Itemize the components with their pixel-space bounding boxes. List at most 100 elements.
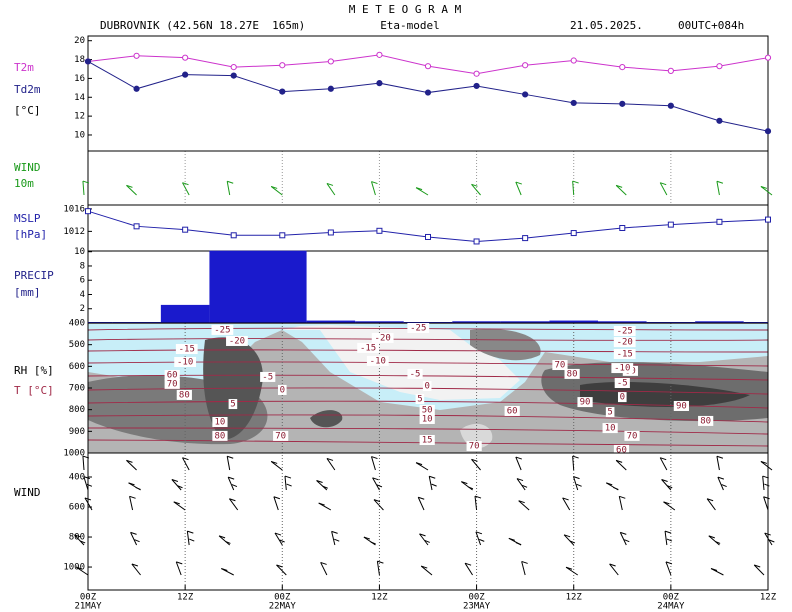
wind-barb — [226, 456, 231, 471]
label-box — [164, 370, 180, 380]
wind-barb — [316, 480, 328, 491]
label-box — [605, 407, 615, 418]
wind-barb — [126, 184, 133, 188]
marker — [765, 216, 771, 223]
wind-barb — [371, 181, 376, 196]
wind-barb — [624, 539, 630, 543]
wind-barb — [229, 498, 239, 511]
wind-barb — [376, 484, 383, 488]
wind-barb — [710, 568, 718, 571]
label-box — [226, 335, 248, 346]
wind-barb — [284, 475, 292, 479]
wind-barb — [373, 499, 381, 503]
wind-barb — [316, 480, 323, 483]
wind-barb — [372, 477, 379, 481]
wind-barb — [565, 566, 573, 570]
date-label: 24MAY — [657, 602, 685, 612]
wind-barb — [753, 564, 765, 576]
label-box — [613, 337, 636, 348]
series-label: Td2m — [14, 83, 41, 96]
marker — [716, 218, 723, 225]
y-tick-label: 800 — [69, 405, 85, 415]
marker — [473, 70, 480, 77]
wind-barb — [76, 566, 83, 570]
contour-label: 5 — [417, 395, 422, 405]
y-tick-label: 8 — [80, 261, 85, 271]
wind-barb — [128, 482, 135, 486]
wind-barb — [515, 456, 522, 471]
marker — [133, 223, 140, 230]
wind-barb — [760, 460, 768, 464]
wind-barb — [420, 565, 433, 576]
wind-barb — [708, 535, 720, 546]
wind-barb — [83, 476, 90, 480]
contour-label: 0 — [424, 382, 429, 392]
isotherm — [87, 338, 769, 341]
wind-barb — [322, 485, 328, 489]
wind-barb — [665, 561, 673, 565]
rh-very-high — [310, 410, 343, 428]
contour-label: -25 — [617, 327, 633, 337]
wind-barb — [563, 534, 575, 546]
wind-barb — [769, 539, 775, 543]
wind-barb — [376, 561, 380, 576]
contour-label: 50 — [422, 405, 433, 415]
wind-barb — [464, 562, 472, 566]
marker — [764, 128, 772, 135]
bar — [549, 320, 598, 323]
contour-label: -15 — [360, 343, 376, 353]
wind-barb — [417, 497, 425, 511]
wind-barb — [576, 483, 582, 487]
model: Eta-model — [380, 19, 440, 32]
wind-barb — [173, 501, 180, 505]
wind-barb — [129, 496, 134, 511]
wind-barb — [521, 560, 528, 564]
label-box — [504, 405, 520, 416]
wind-barb — [326, 457, 334, 461]
marker — [424, 89, 432, 96]
wind-barb — [221, 568, 228, 571]
contour-label: 5 — [607, 408, 612, 418]
marker — [667, 67, 674, 74]
marker — [133, 85, 140, 92]
isotherm — [87, 400, 769, 409]
y-tick-label: 4 — [80, 290, 85, 300]
date-label: 22MAY — [269, 602, 297, 612]
wind-barb — [227, 455, 234, 459]
label-box — [564, 368, 580, 379]
x-tick-label: 12Z — [760, 593, 777, 603]
marker — [716, 117, 723, 124]
label-box — [371, 332, 394, 343]
wind-barb — [665, 561, 672, 576]
wind-barb — [373, 499, 384, 511]
wind-barb — [189, 538, 195, 542]
wind-barb — [320, 561, 327, 565]
wind-barb — [760, 185, 768, 189]
wind-barb — [563, 534, 571, 538]
wind-barb — [83, 476, 89, 491]
marker — [279, 88, 286, 95]
contour-label: 10 — [605, 424, 616, 434]
wind-barb — [227, 476, 235, 491]
wind-barb — [619, 495, 626, 499]
contour-label: 60 — [167, 371, 178, 381]
wind-barb — [227, 180, 234, 184]
wind-barb — [716, 456, 720, 471]
contour-label: -5 — [410, 369, 421, 379]
label-box — [613, 326, 636, 337]
wind-barb — [659, 457, 668, 471]
x-tick-label: 00Z — [663, 593, 680, 603]
contour-label: 70 — [627, 431, 638, 441]
marker — [84, 58, 92, 65]
wind-barb — [372, 477, 380, 491]
wind-barb — [660, 182, 667, 186]
wind-barb — [471, 458, 478, 462]
bar — [452, 321, 501, 323]
wind-barb — [606, 482, 613, 486]
wind-barb — [620, 531, 627, 535]
contour-label: -25 — [214, 325, 230, 335]
wind-barb — [129, 495, 136, 499]
wind-barb — [471, 183, 478, 187]
wind-barb — [286, 483, 292, 487]
marker — [619, 64, 626, 71]
